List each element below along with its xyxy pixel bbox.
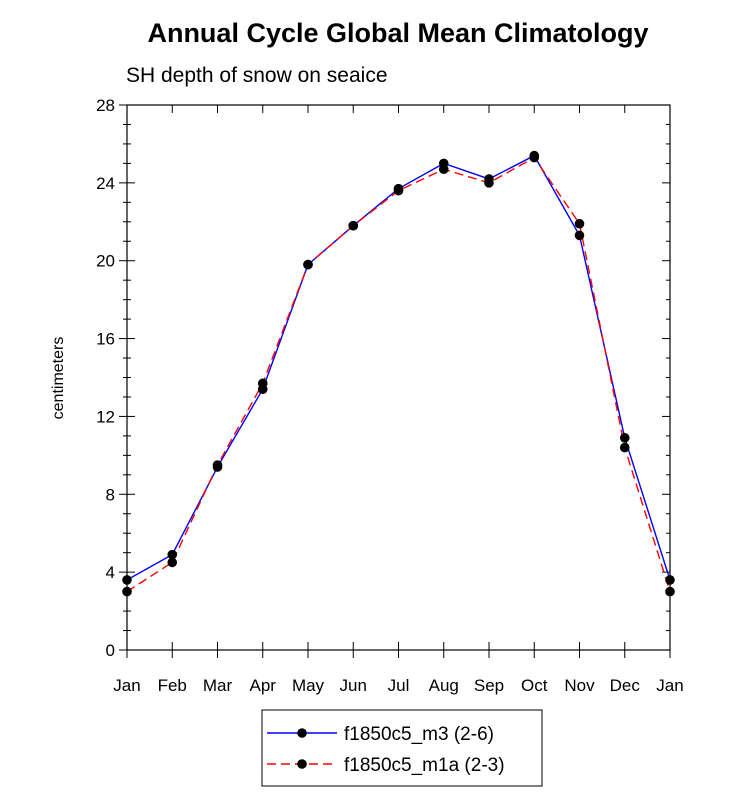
series-1-point xyxy=(574,230,585,241)
legend: f1850c5_m3 (2-6) f1850c5_m1a (2-3) xyxy=(261,709,543,787)
series-1-point xyxy=(122,575,132,585)
x-tick-label: Jan xyxy=(113,676,140,695)
y-tick-label: 8 xyxy=(106,485,115,504)
series-2-point xyxy=(167,557,178,568)
series-2-point xyxy=(438,164,449,175)
x-tick-label: Jun xyxy=(340,676,367,695)
series-2-point xyxy=(619,442,630,453)
y-tick-label: 12 xyxy=(96,407,115,426)
series-2-point xyxy=(393,185,404,196)
x-tick-label: Apr xyxy=(250,676,277,695)
x-tick-label: Jan xyxy=(656,676,683,695)
series-2-point xyxy=(665,586,675,597)
series-2-point xyxy=(348,220,359,231)
x-tick-label: Aug xyxy=(429,676,459,695)
series-2-point xyxy=(122,586,132,597)
legend-label-1: f1850c5_m3 (2-6) xyxy=(344,724,494,745)
series-2-point xyxy=(212,460,223,470)
legend-label-2: f1850c5_m1a (2-3) xyxy=(344,755,505,776)
x-tick-label: Dec xyxy=(610,676,641,695)
x-tick-label: Jul xyxy=(388,676,410,695)
x-tick-label: Mar xyxy=(203,676,233,695)
y-axis-label: centimeters xyxy=(50,337,67,420)
legend-box xyxy=(261,709,543,787)
series-2-point xyxy=(303,259,313,270)
series-2-point xyxy=(484,178,494,188)
series-2-point xyxy=(529,152,540,163)
series-2-point xyxy=(257,378,268,389)
series-1-point xyxy=(665,575,675,585)
axis-ticks: 0 4 8 12 16 20 24 28 Jan Feb Mar Apr May Jun Jul Aug Sep… xyxy=(96,96,684,695)
y-tick-label: 28 xyxy=(96,96,115,115)
x-tick-label: May xyxy=(292,676,325,695)
chart-subtitle: SH depth of snow on seaice xyxy=(126,64,388,87)
y-tick-label: 20 xyxy=(96,252,115,271)
series-2-point xyxy=(574,218,585,229)
x-tick-label: Oct xyxy=(521,676,548,695)
legend-marker-1 xyxy=(297,728,307,738)
chart-title: Annual Cycle Global Mean Climatology xyxy=(147,18,648,48)
y-tick-label: 0 xyxy=(106,641,115,660)
y-tick-label: 24 xyxy=(96,174,115,193)
x-tick-label: Sep xyxy=(474,676,504,695)
y-tick-label: 16 xyxy=(96,330,115,349)
series-line-2 xyxy=(126,156,671,593)
y-tick-label: 4 xyxy=(106,563,115,582)
series-1-point xyxy=(167,549,178,560)
series-line-1 xyxy=(126,154,671,581)
series-layer xyxy=(122,150,675,597)
legend-marker-2 xyxy=(297,759,307,769)
series-1-point xyxy=(619,433,630,443)
x-tick-label: Nov xyxy=(564,676,595,695)
x-tick-label: Feb xyxy=(158,676,187,695)
